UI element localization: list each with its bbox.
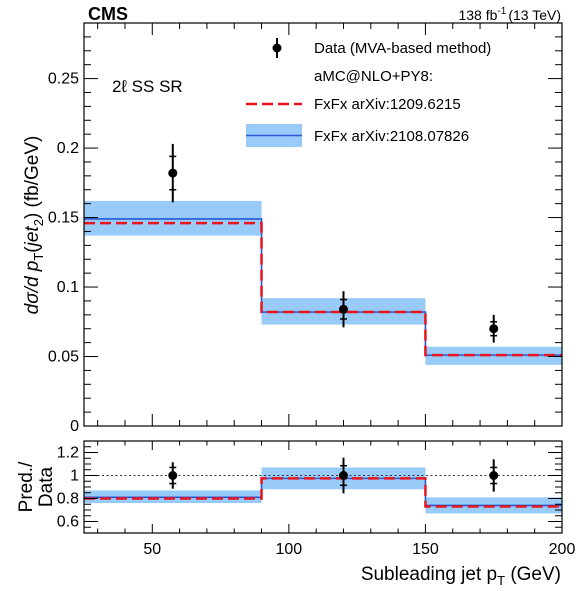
- data-point-2: [338, 304, 348, 314]
- x-axis-title: Subleading jet pT (GeV): [361, 564, 561, 588]
- fxfx-1209-6215-line: [84, 221, 562, 357]
- ratio-y-axis-line2: Data: [36, 467, 57, 508]
- y-tick-label: 1: [70, 468, 79, 485]
- legend-fxfx-2021-label: FxFx arXiv:2108.07826: [314, 128, 469, 145]
- x-axis-text: Subleading jet p: [361, 564, 497, 585]
- main-frame: [83, 22, 563, 427]
- ratio-y-axis-line1: Pred./: [16, 461, 37, 512]
- legend-data-marker: [272, 43, 282, 53]
- x-tick-label: 200: [549, 541, 576, 558]
- main-points: [168, 143, 499, 343]
- legend-data-label: Data (MVA-based method): [314, 40, 491, 57]
- ratio-frame: [83, 440, 563, 534]
- data-point-1: [168, 168, 178, 178]
- y-tick-label: 0.2: [57, 140, 79, 157]
- lumi-value: 138 fb: [458, 7, 497, 23]
- ratio-ticks: 0.6 0.8 1 1.2 50 100 150 200: [57, 441, 576, 558]
- y-tick-label: 1.2: [57, 445, 79, 462]
- x-tick-label: 100: [276, 541, 303, 558]
- y-axis-paren-open: (: [22, 246, 43, 253]
- main-bands: [84, 200, 562, 365]
- y-tick-label: 0.1: [57, 279, 79, 296]
- lumi-exponent: -1: [497, 6, 506, 17]
- x-axis-unit: (GeV): [505, 564, 561, 585]
- legend: Data (MVA-based method) aMC@NLO+PY8: FxF…: [246, 38, 491, 147]
- legend-fxfx-2012-label: FxFx arXiv:1209.6215: [314, 96, 461, 113]
- ratio-y-axis-title: Pred./Data: [16, 461, 57, 512]
- y-axis-sub-t: T: [31, 253, 46, 261]
- y-axis-sub-2: 2: [31, 219, 46, 226]
- lumi-energy: (13 TeV): [508, 7, 561, 23]
- main-y-axis-title: dσ/d pT(jet2) (fb/GeV): [22, 136, 46, 315]
- y-tick-label: 0: [70, 418, 79, 435]
- main-panel: 0 0.05 0.1 0.15 0.2 0.25 2ℓ SS SR Data (MVA-b…: [22, 22, 563, 435]
- data-point-3: [489, 324, 499, 334]
- luminosity-label: 138 fb-1 (13 TeV): [458, 6, 561, 23]
- main-lines: [84, 218, 562, 357]
- fxfx-2108-07826-line: [84, 218, 562, 356]
- y-axis-paren-close: ): [22, 213, 43, 219]
- y-axis-jet: jet: [22, 226, 43, 250]
- y-tick-label: 0.8: [57, 491, 79, 508]
- y-axis-unit: (fb/GeV): [22, 136, 43, 213]
- x-axis-sub-t: T: [497, 573, 505, 588]
- data-point-1: [168, 471, 178, 480]
- data-point-2: [338, 471, 348, 480]
- legend-group-label: aMC@NLO+PY8:: [314, 68, 433, 85]
- y-tick-label: 0.6: [57, 514, 79, 531]
- data-point-3: [489, 471, 499, 480]
- x-tick-label: 50: [143, 541, 161, 558]
- y-tick-label: 0.25: [48, 71, 79, 88]
- ratio-points: [168, 457, 499, 494]
- y-axis-prefix: dσ/d p: [22, 261, 43, 315]
- x-tick-label: 150: [412, 541, 439, 558]
- ratio-panel: 0.6 0.8 1 1.2 50 100 150 200 Pred./Data Sublead…: [16, 440, 576, 588]
- y-tick-label: 0.15: [48, 210, 79, 227]
- experiment-label: CMS: [88, 4, 128, 24]
- region-label: 2ℓ SS SR: [112, 77, 183, 96]
- y-tick-label: 0.05: [48, 349, 79, 366]
